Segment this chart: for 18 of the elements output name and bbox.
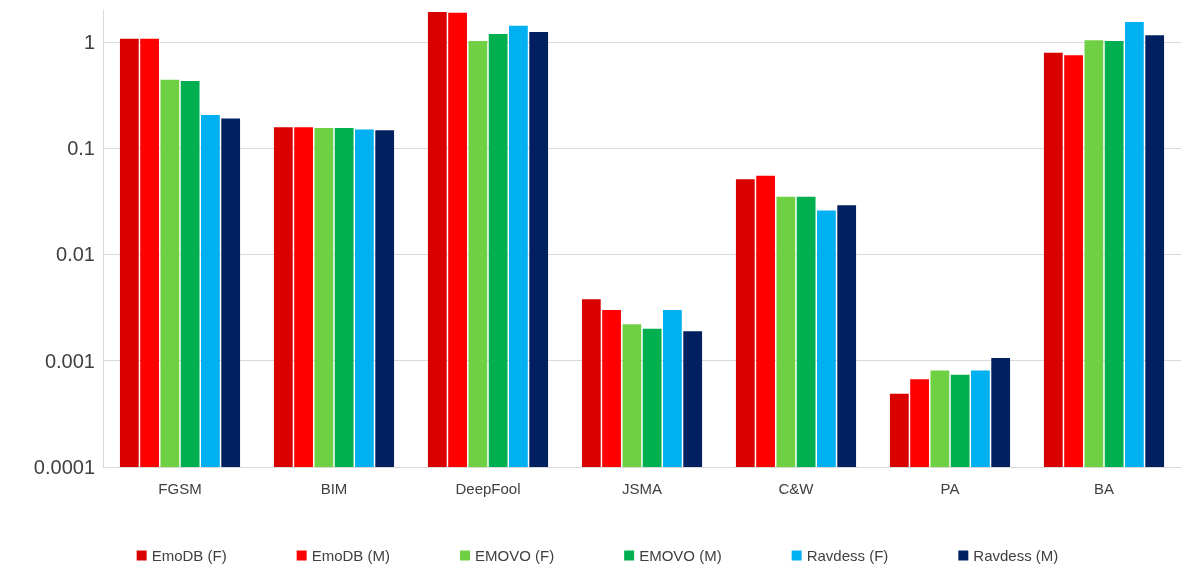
legend-label: Ravdess (F) <box>806 547 889 564</box>
x-tick-label: JSMA <box>621 480 663 497</box>
legend-label: EMOVO (F) <box>474 547 555 564</box>
legend-label: Ravdess (M) <box>973 547 1059 564</box>
x-tick-label: FGSM <box>158 480 202 497</box>
x-tick-label: BIM <box>320 480 348 497</box>
y-tick-label: 0.001 <box>44 349 95 372</box>
legend-label: EmoDB (M) <box>311 547 391 564</box>
y-tick-label: 0.0001 <box>33 456 95 478</box>
x-tick-label: BA <box>1093 480 1115 497</box>
y-tick-label: 0.1 <box>67 137 95 160</box>
legend-label: EMOVO (M) <box>639 547 722 564</box>
x-tick-label: PA <box>940 480 960 497</box>
x-tick-label: DeepFool <box>455 480 521 497</box>
legend-label: EmoDB (F) <box>151 547 227 564</box>
y-tick-label: 1 <box>83 30 95 53</box>
y-tick-label: 0.01 <box>56 243 95 266</box>
x-tick-label: C&W <box>778 480 815 497</box>
